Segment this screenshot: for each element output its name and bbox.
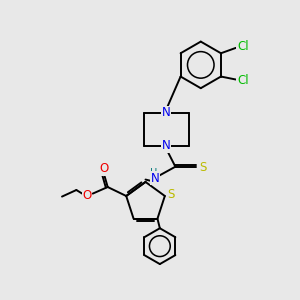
Text: N: N: [151, 172, 160, 185]
Text: O: O: [99, 162, 108, 175]
Text: S: S: [199, 160, 206, 173]
Text: S: S: [167, 188, 175, 201]
Text: H: H: [150, 168, 158, 178]
Text: Cl: Cl: [237, 40, 248, 53]
Text: N: N: [162, 139, 171, 152]
Text: O: O: [82, 189, 92, 202]
Text: Cl: Cl: [237, 74, 248, 87]
Text: N: N: [162, 106, 171, 119]
